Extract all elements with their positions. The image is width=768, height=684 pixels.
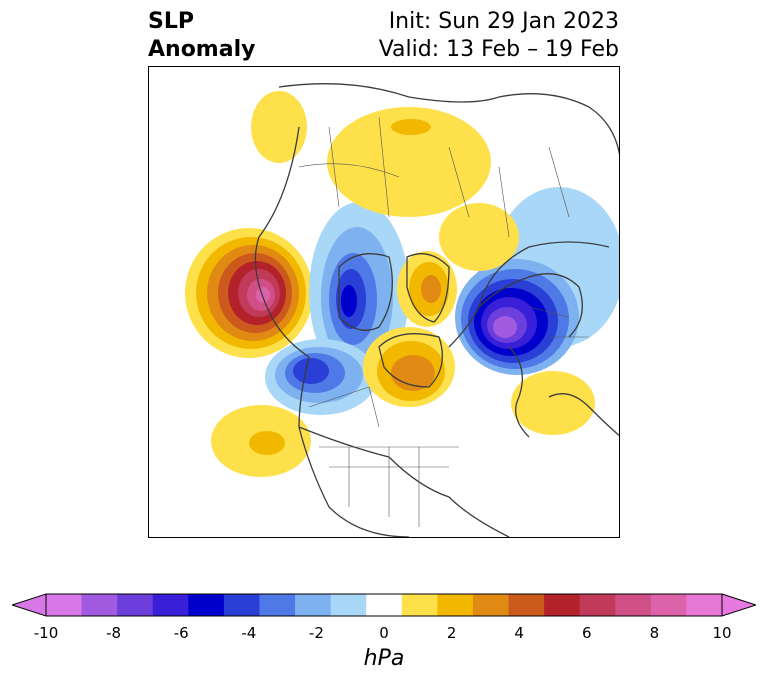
colorbar-segment [472, 594, 510, 616]
colorbar-segment [615, 594, 652, 616]
colorbar-segment [295, 594, 332, 616]
anomaly-map [185, 83, 619, 537]
colorbar-segment [579, 594, 616, 616]
colorbar-segment [544, 594, 581, 616]
colorbar-unit-label: hPa [363, 646, 405, 671]
colorbar-tick-label: 2 [446, 624, 457, 642]
anomaly-positive-siberia [251, 91, 519, 271]
map-title: SLP Anomaly [148, 8, 255, 64]
title-line-2: Anomaly [148, 37, 256, 62]
colorbar-segment [117, 594, 154, 616]
colorbar-tick-label: 4 [514, 624, 524, 642]
anomaly-positive-subtropical [211, 405, 311, 477]
colorbar-segment [81, 594, 118, 616]
title-line-1: SLP [148, 9, 194, 34]
colorbar-tick-label: 6 [582, 624, 592, 642]
colorbar-tick-label: -2 [308, 624, 324, 642]
political-borders [298, 116, 589, 527]
colorbar-segment [366, 594, 403, 616]
colorbar-tick-label: -10 [33, 624, 59, 642]
date-info: Init: Sun 29 Jan 2023 Valid: 13 Feb – 19… [379, 8, 619, 64]
colorbar-segment [330, 594, 367, 616]
anomaly-positive-pacific [185, 228, 313, 358]
colorbar [12, 593, 756, 617]
anomaly-positive-greenland [397, 251, 457, 327]
coastlines [254, 83, 619, 537]
colorbar-segment [650, 594, 687, 616]
colorbar-segment [401, 594, 438, 616]
colorbar-ticks: -10 -8 -6 -4 -2 0 2 4 6 8 10 [0, 624, 768, 644]
colorbar-segment [686, 594, 723, 616]
colorbar-under-triangle [12, 593, 47, 617]
colorbar-segment [508, 594, 545, 616]
colorbar-segment [46, 594, 83, 616]
colorbar-segment [437, 594, 474, 616]
anomaly-negative-rockies [265, 339, 377, 415]
colorbar-tick-label: -8 [106, 624, 122, 642]
valid-range: Valid: 13 Feb – 19 Feb [378, 37, 619, 62]
colorbar-tick-label: 10 [712, 624, 732, 642]
colorbar-border [45, 593, 723, 617]
anomaly-positive-atlantic [511, 371, 595, 435]
colorbar-tick-label: 8 [649, 624, 660, 642]
colorbar-segment [152, 594, 189, 616]
colorbar-segment [223, 594, 260, 616]
init-date: Init: Sun 29 Jan 2023 [388, 9, 619, 34]
anomaly-positive-hudson [363, 327, 455, 407]
colorbar-segment [188, 594, 225, 616]
colorbar-tick-label: -4 [241, 624, 257, 642]
colorbar-tick-label: -6 [173, 624, 189, 642]
map-panel [148, 66, 620, 538]
colorbar-over-triangle [721, 593, 756, 617]
colorbar-segment [259, 594, 296, 616]
colorbar-tick-label: 0 [379, 624, 389, 642]
